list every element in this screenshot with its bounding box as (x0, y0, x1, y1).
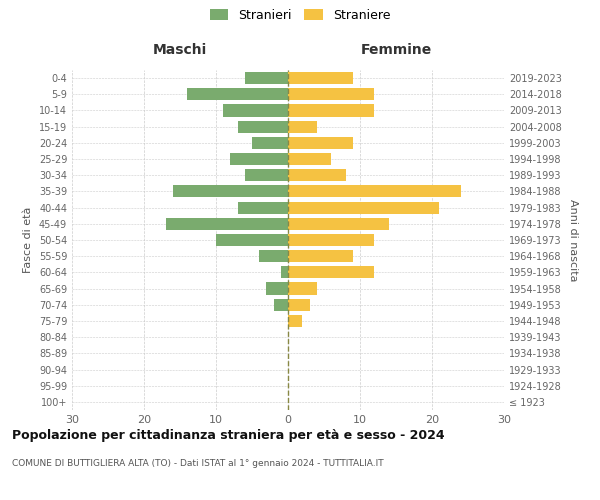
Bar (266, 282, 288, 294)
Bar (187, 88, 288, 101)
Bar (281, 266, 288, 278)
Bar (230, 153, 288, 165)
Bar (288, 153, 331, 165)
Bar (238, 202, 288, 213)
Bar (288, 218, 389, 230)
Bar (245, 72, 288, 84)
Text: Popolazione per cittadinanza straniera per età e sesso - 2024: Popolazione per cittadinanza straniera p… (12, 430, 445, 442)
Bar (288, 186, 461, 198)
Bar (216, 234, 288, 246)
Bar (288, 202, 439, 213)
Bar (288, 137, 353, 149)
Bar (288, 88, 374, 101)
Text: Maschi: Maschi (153, 43, 207, 57)
Text: COMUNE DI BUTTIGLIERA ALTA (TO) - Dati ISTAT al 1° gennaio 2024 - TUTTITALIA.IT: COMUNE DI BUTTIGLIERA ALTA (TO) - Dati I… (12, 458, 383, 468)
Bar (252, 137, 288, 149)
Bar (288, 104, 374, 117)
Bar (288, 315, 302, 327)
Bar (274, 298, 288, 311)
Bar (288, 120, 317, 132)
Y-axis label: Anni di nascita: Anni di nascita (568, 198, 578, 281)
Bar (288, 234, 374, 246)
Bar (173, 186, 288, 198)
Text: Femmine: Femmine (361, 43, 431, 57)
Bar (238, 120, 288, 132)
Bar (288, 282, 317, 294)
Bar (166, 218, 288, 230)
Bar (288, 266, 374, 278)
Bar (223, 104, 288, 117)
Bar (288, 298, 310, 311)
Bar (288, 169, 346, 181)
Bar (288, 72, 353, 84)
Bar (259, 250, 288, 262)
Y-axis label: Fasce di età: Fasce di età (23, 207, 33, 273)
Legend: Stranieri, Straniere: Stranieri, Straniere (209, 8, 391, 22)
Bar (288, 250, 353, 262)
Bar (245, 169, 288, 181)
